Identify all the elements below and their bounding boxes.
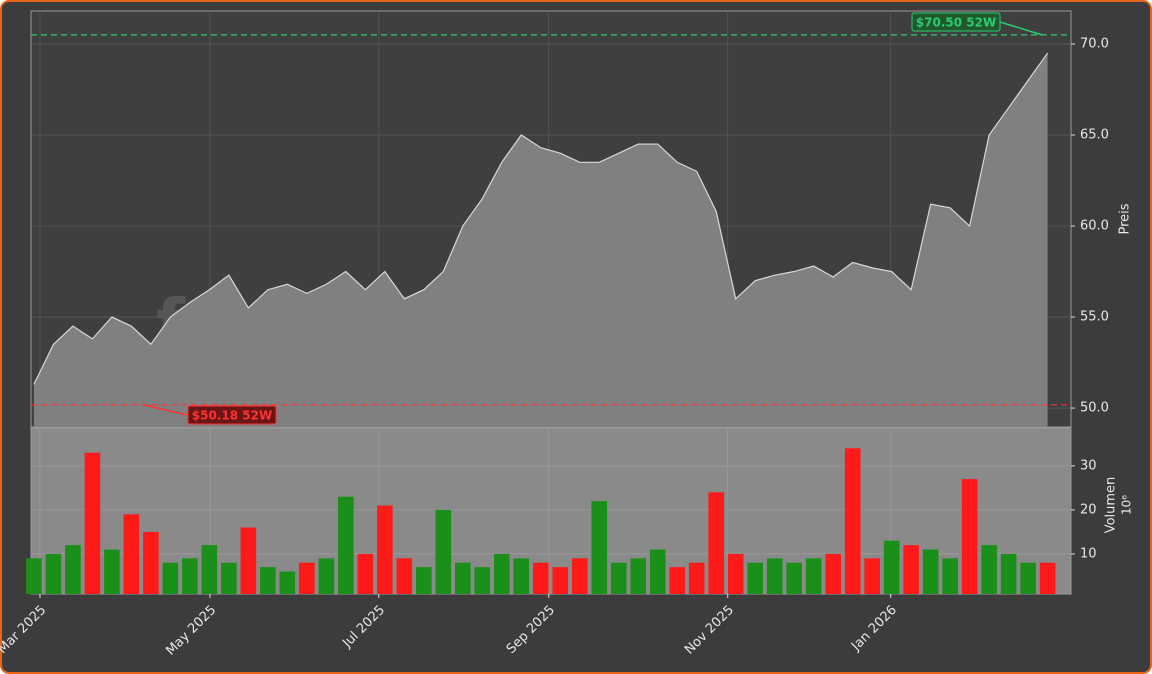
volume-bar [240, 527, 257, 594]
volume-bar [84, 452, 101, 594]
volume-bar [883, 540, 900, 594]
volume-bar [221, 562, 237, 594]
volume-bar [45, 553, 62, 594]
volume-bar [474, 567, 491, 594]
volume-bar [786, 562, 802, 594]
volume-bar [357, 553, 374, 594]
y-tick-label: 65.0 [1080, 127, 1109, 142]
volume-bar [26, 558, 42, 594]
volume-bar [591, 501, 608, 594]
volume-bar [143, 531, 159, 594]
volume-bar [104, 549, 120, 594]
price-line [33, 52, 1049, 385]
volume-bar [571, 558, 588, 594]
volume-bar [1039, 562, 1056, 594]
volume-bar [669, 567, 686, 594]
y-axis-label: Preis [1118, 203, 1133, 234]
volume-bar [435, 509, 452, 594]
volume-bar [279, 571, 296, 594]
volume-bar [942, 558, 958, 594]
volume-bar [182, 558, 198, 594]
y-axis-scale: 10⁶ [1120, 495, 1134, 515]
volume-bar [396, 558, 413, 594]
volume-bar [610, 562, 627, 594]
volume-bar [864, 558, 880, 594]
volume-bar [708, 492, 725, 594]
y-axis-label: Volumen [1104, 477, 1119, 534]
volume-bar [844, 448, 861, 594]
volume-bar [1000, 553, 1017, 594]
annotation-label: $50.18 52W [192, 409, 272, 423]
y-tick-label: 60.0 [1080, 219, 1109, 234]
volume-bar [747, 562, 763, 594]
y-tick-label: 30 [1080, 458, 1097, 473]
volume-bar [260, 567, 276, 594]
volume-bar [981, 545, 997, 594]
price-area [33, 53, 1048, 427]
annotation-arrow [999, 21, 1043, 36]
volume-bar [454, 562, 471, 594]
volume-bar [688, 562, 705, 594]
volume-bar [493, 553, 510, 594]
volume-bar [416, 567, 432, 594]
volume-bar [162, 562, 179, 594]
y-tick-label: 50.0 [1080, 401, 1109, 416]
volume-bar [65, 545, 81, 594]
volume-bar [123, 514, 140, 594]
volume-bar [532, 562, 549, 594]
volume-bar [727, 553, 744, 594]
y-tick-label: 55.0 [1080, 310, 1109, 325]
volume-bar [903, 545, 919, 594]
y-tick-label: 20 [1080, 502, 1097, 517]
volume-bar [649, 549, 666, 594]
volume-bar [805, 558, 822, 594]
volume-bar [318, 558, 335, 594]
volume-bar [961, 479, 978, 594]
volume-bar [513, 558, 530, 594]
volume-bar [338, 496, 354, 594]
annotation-arrow [142, 404, 189, 416]
volume-bar [922, 549, 939, 594]
volume-bar [552, 567, 569, 594]
volume-bar [299, 562, 315, 594]
annotation-label: $70.50 52W [916, 16, 996, 30]
y-tick-label: 70.0 [1080, 36, 1109, 51]
volume-bar [766, 558, 783, 594]
volume-bar [825, 553, 841, 594]
volume-bar [1020, 562, 1036, 594]
y-tick-label: 10 [1080, 546, 1097, 561]
volume-bar [377, 505, 393, 594]
volume-bar [630, 558, 647, 594]
volume-bar [201, 545, 218, 594]
